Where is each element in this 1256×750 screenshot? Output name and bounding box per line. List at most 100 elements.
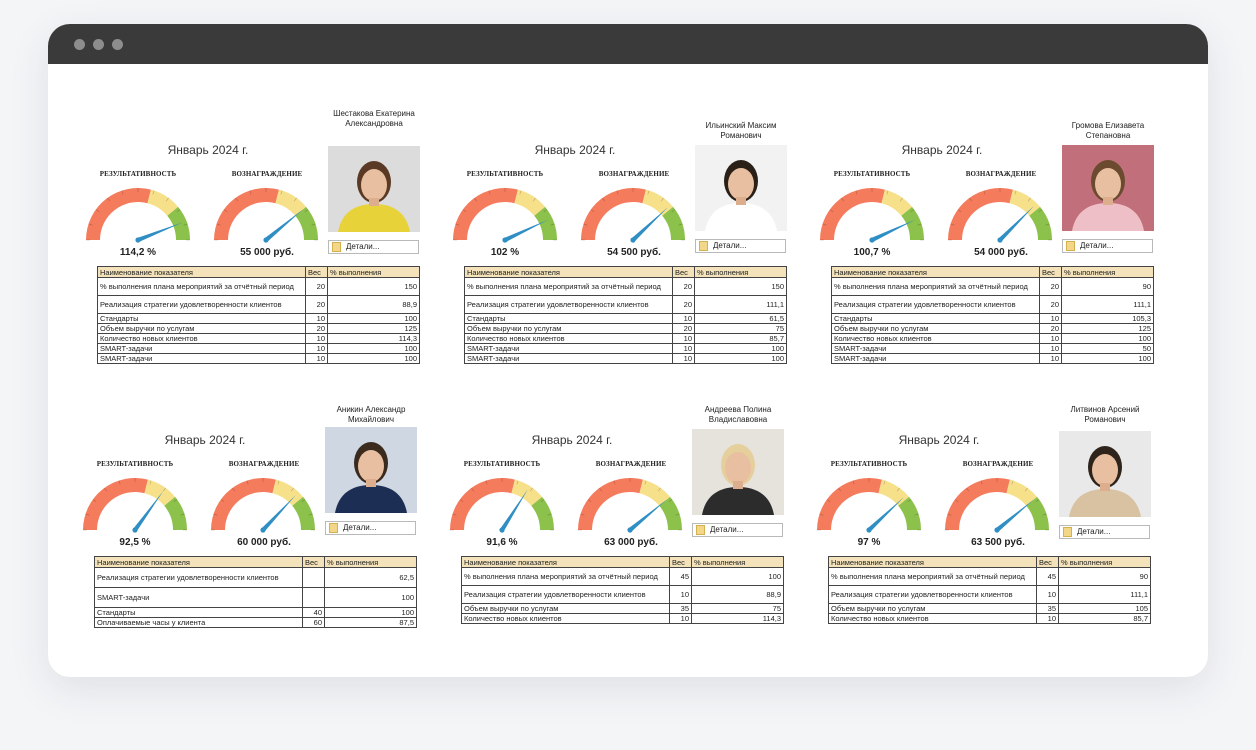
kpi-table-header: Наименование показателя Вес % выполнения [831, 266, 1154, 278]
kpi-name: % выполнения плана мероприятий за отчётн… [831, 277, 1040, 296]
details-button[interactable]: Детали... [325, 521, 416, 535]
employee-card: Январь 2024 г. РЕЗУЛЬТАТИВНОСТЬ ВОЗНАГРАЖД… [450, 399, 784, 669]
kpi-weight: 10 [672, 313, 695, 324]
kpi-weight: 10 [1039, 353, 1062, 364]
kpi-percent: 111,1 [1058, 585, 1151, 604]
kpi-weight: 20 [305, 323, 328, 334]
result-gauge [816, 475, 922, 533]
kpi-percent: 90 [1061, 277, 1154, 296]
result-value: 92,5 % [119, 537, 151, 548]
details-button-label: Детали... [1077, 527, 1111, 536]
kpi-name: Реализация стратегии удовлетворенности к… [97, 295, 306, 314]
details-button-label: Детали... [343, 523, 377, 532]
kpi-percent: 105 [1058, 603, 1151, 614]
col-percent-header: % выполнения [324, 556, 417, 568]
kpi-name: Объем выручки по услугам [828, 603, 1037, 614]
kpi-weight: 10 [1039, 343, 1062, 354]
kpi-percent: 62,5 [324, 567, 417, 588]
kpi-row: Оплачиваемые часы у клиента 60 87,5 [94, 617, 417, 628]
period-label: Январь 2024 г. [167, 143, 249, 157]
details-button[interactable]: Детали... [328, 240, 419, 254]
kpi-row: Объем выручки по услугам 35 75 [461, 603, 784, 614]
kpi-row: Реализация стратегии удовлетворенности к… [831, 295, 1154, 314]
kpi-percent: 111,1 [1061, 295, 1154, 314]
window-dot-icon[interactable] [74, 39, 85, 50]
col-weight-header: Вес [302, 556, 325, 568]
dashboard-content: Январь 2024 г. РЕЗУЛЬТАТИВНОСТЬ ВОЗНАГРАЖД… [48, 64, 1208, 677]
kpi-name: Количество новых клиентов [461, 613, 670, 624]
employee-name: Ильинский Максим Романович [705, 121, 777, 140]
result-value: 100,7 % [853, 247, 891, 258]
kpi-name: Количество новых клиентов [828, 613, 1037, 624]
kpi-name: Стандарты [464, 313, 673, 324]
kpi-weight: 10 [669, 613, 692, 624]
kpi-percent: 75 [694, 323, 787, 334]
kpi-row: SMART-задачи 100 [94, 587, 417, 608]
kpi-row: Стандарты 40 100 [94, 607, 417, 618]
kpi-name: Объем выручки по услугам [831, 323, 1040, 334]
reward-value: 63 000 руб. [604, 537, 658, 548]
kpi-row: Реализация стратегии удовлетворенности к… [828, 585, 1151, 604]
kpi-percent: 75 [691, 603, 784, 614]
reward-gauge [580, 185, 686, 243]
kpi-name: Стандарты [831, 313, 1040, 324]
kpi-name: SMART-задачи [97, 353, 306, 364]
employee-card: Январь 2024 г. РЕЗУЛЬТАТИВНОСТЬ ВОЗНАГРАЖД… [819, 109, 1154, 379]
kpi-row: Реализация стратегии удовлетворенности к… [94, 567, 417, 588]
employee-card: Январь 2024 г. РЕЗУЛЬТАТИВНОСТЬ ВОЗНАГРАЖД… [816, 399, 1151, 669]
kpi-weight: 20 [305, 295, 328, 314]
kpi-percent: 100 [324, 607, 417, 618]
details-button[interactable]: Детали... [1062, 239, 1153, 253]
kpi-percent: 111,1 [694, 295, 787, 314]
reward-gauge [577, 475, 683, 533]
kpi-row: SMART-задачи 10 50 [831, 343, 1154, 354]
result-gauge [452, 185, 558, 243]
document-icon [329, 523, 338, 533]
kpi-row: % выполнения плана мероприятий за отчётн… [461, 567, 784, 586]
kpi-percent: 125 [327, 323, 420, 334]
kpi-name: Реализация стратегии удовлетворенности к… [828, 585, 1037, 604]
employee-photo [1059, 431, 1151, 517]
details-button-label: Детали... [1080, 241, 1114, 250]
kpi-percent: 150 [694, 277, 787, 296]
kpi-row: Стандарты 10 61,5 [464, 313, 787, 324]
kpi-table: Наименование показателя Вес % выполнения… [97, 266, 420, 364]
kpi-weight: 10 [1036, 613, 1059, 624]
kpi-row: SMART-задачи 10 100 [97, 343, 420, 354]
employee-name: Громова Елизавета Степановна [1071, 121, 1145, 140]
reward-value: 55 000 руб. [240, 247, 294, 258]
window-dot-icon[interactable] [112, 39, 123, 50]
kpi-percent: 100 [694, 343, 787, 354]
kpi-row: % выполнения плана мероприятий за отчётн… [464, 277, 787, 296]
col-weight-header: Вес [1036, 556, 1059, 568]
kpi-row: Количество новых клиентов 10 114,3 [461, 613, 784, 624]
document-icon [1063, 527, 1072, 537]
details-button[interactable]: Детали... [692, 523, 783, 537]
kpi-row: Количество новых клиентов 10 114,3 [97, 333, 420, 344]
period-label: Январь 2024 г. [901, 143, 983, 157]
kpi-percent: 100 [327, 353, 420, 364]
kpi-row: Реализация стратегии удовлетворенности к… [461, 585, 784, 604]
kpi-name: Количество новых клиентов [464, 333, 673, 344]
kpi-percent: 90 [1058, 567, 1151, 586]
kpi-name: Объем выручки по услугам [97, 323, 306, 334]
col-weight-header: Вес [672, 266, 695, 278]
employee-photo [328, 146, 420, 232]
result-gauge [85, 185, 191, 243]
kpi-weight [302, 567, 325, 588]
kpi-weight: 20 [305, 277, 328, 296]
kpi-row: Объем выручки по услугам 35 105 [828, 603, 1151, 614]
details-button[interactable]: Детали... [1059, 525, 1150, 539]
kpi-row: Реализация стратегии удовлетворенности к… [97, 295, 420, 314]
window-dot-icon[interactable] [93, 39, 104, 50]
details-button[interactable]: Детали... [695, 239, 786, 253]
kpi-table-header: Наименование показателя Вес % выполнения [828, 556, 1151, 568]
employee-photo [1062, 145, 1154, 231]
reward-gauge-label: ВОЗНАГРАЖДЕНИЕ [595, 460, 667, 468]
kpi-percent: 114,3 [327, 333, 420, 344]
kpi-percent: 88,9 [691, 585, 784, 604]
document-icon [332, 242, 341, 252]
kpi-name: % выполнения плана мероприятий за отчётн… [828, 567, 1037, 586]
reward-gauge-label: ВОЗНАГРАЖДЕНИЕ [962, 460, 1034, 468]
result-gauge [819, 185, 925, 243]
